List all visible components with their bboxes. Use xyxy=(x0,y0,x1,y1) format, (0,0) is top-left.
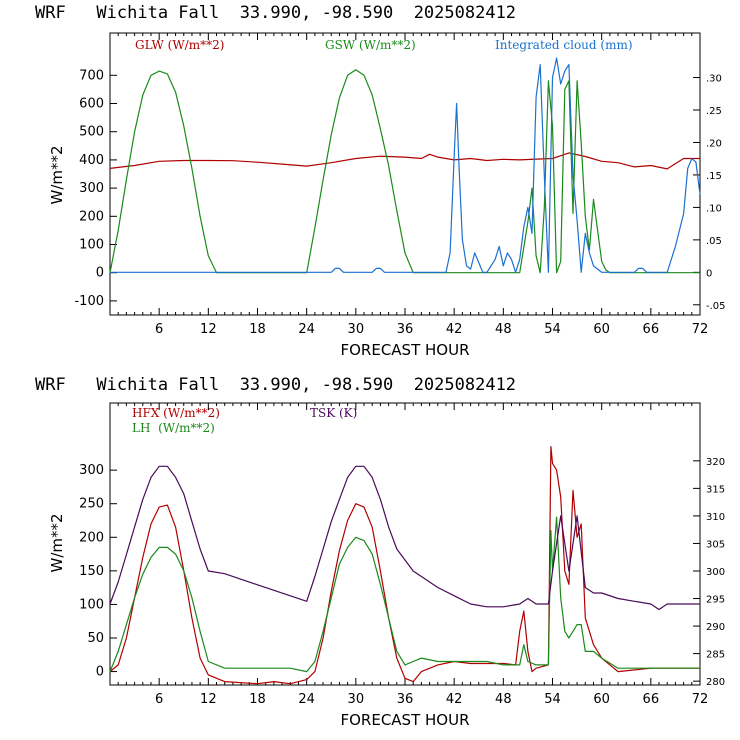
x-tick-label: 24 xyxy=(298,322,315,337)
x-tick-label: 30 xyxy=(348,322,365,337)
y2-tick-label: 305 xyxy=(706,539,725,550)
x-tick-label: 72 xyxy=(692,322,709,337)
bottom-ticks: 6 12 18 24 30 36 42 48 54 60 66 72 0 50 100 150 200 250 30… xyxy=(79,403,725,707)
x-tick-label: 24 xyxy=(298,692,315,707)
y-tick-label: 100 xyxy=(79,238,104,253)
top-y-axis-label: W/m**2 xyxy=(48,145,66,204)
series-line-integrated xyxy=(110,57,701,273)
x-tick-label: 18 xyxy=(249,322,266,337)
y2-tick-label: .25 xyxy=(706,106,722,117)
bottom-panel-title: WRF Wichita Fall 33.990, -98.590 2025082… xyxy=(35,375,516,395)
y2-tick-label: 290 xyxy=(706,622,725,633)
x-tick-label: 12 xyxy=(200,322,217,337)
x-tick-label: 54 xyxy=(544,692,561,707)
top-ticks: 6 12 18 24 30 36 42 48 54 60 66 72 -100 0 100 200 300 400… xyxy=(74,33,726,337)
y-tick-label: 0 xyxy=(96,266,104,281)
bottom-panel: WRF Wichita Fall 33.990, -98.590 2025082… xyxy=(35,375,725,729)
y2-tick-label: .15 xyxy=(706,171,722,182)
y2-tick-label: 315 xyxy=(706,484,725,495)
legend-gsw: GSW (W/m**2) xyxy=(325,38,416,52)
x-tick-label: 12 xyxy=(200,692,217,707)
y2-tick-label: 310 xyxy=(706,512,725,523)
y-tick-label: 200 xyxy=(79,209,104,224)
y2-tick-label: 320 xyxy=(706,457,725,468)
x-tick-label: 48 xyxy=(495,692,512,707)
top-panel-title: WRF Wichita Fall 33.990, -98.590 2025082… xyxy=(35,3,516,23)
y2-tick-label: .10 xyxy=(706,203,722,214)
y-tick-label: 600 xyxy=(79,97,104,112)
legend-lh: LH (W/m**2) xyxy=(132,421,215,435)
x-tick-label: 54 xyxy=(544,322,561,337)
y-tick-label: 700 xyxy=(79,68,104,83)
y2-tick-label: 295 xyxy=(706,595,725,606)
series-line-glw xyxy=(109,152,700,170)
y-tick-label: 300 xyxy=(79,463,104,478)
legend-hfx: HFX (W/m**2) xyxy=(132,406,220,420)
x-tick-label: 6 xyxy=(155,692,163,707)
x-tick-label: 30 xyxy=(348,692,365,707)
x-tick-label: 66 xyxy=(643,692,660,707)
legend-cloud: Integrated cloud (mm) xyxy=(495,38,633,52)
y2-tick-label: 280 xyxy=(706,677,725,688)
bottom-x-axis-label: FORECAST HOUR xyxy=(340,711,469,729)
series-line-gsw xyxy=(109,69,700,274)
y-tick-label: 150 xyxy=(79,564,104,579)
y2-tick-label: 285 xyxy=(706,650,725,661)
y-tick-label: 0 xyxy=(96,665,104,680)
bottom-series xyxy=(109,446,700,685)
y2-tick-label: -.05 xyxy=(706,301,726,312)
x-tick-label: 18 xyxy=(249,692,266,707)
series-line-hfx xyxy=(109,446,700,685)
legend-tsk: TSK (K) xyxy=(310,406,357,420)
top-series xyxy=(109,57,701,274)
legend-glw: GLW (W/m**2) xyxy=(135,38,224,52)
x-tick-label: 42 xyxy=(446,692,463,707)
y-tick-label: 300 xyxy=(79,181,104,196)
x-tick-label: 60 xyxy=(593,692,610,707)
y2-tick-label: .30 xyxy=(706,74,722,85)
x-tick-label: 42 xyxy=(446,322,463,337)
y-tick-label: 200 xyxy=(79,530,104,545)
x-tick-label: 72 xyxy=(692,692,709,707)
x-tick-label: 60 xyxy=(593,322,610,337)
series-line-tsk xyxy=(109,465,700,611)
top-x-axis-label: FORECAST HOUR xyxy=(340,341,469,359)
y2-tick-label: 300 xyxy=(706,567,725,578)
y2-tick-label: .20 xyxy=(706,138,722,149)
bottom-y-axis-label: W/m**2 xyxy=(48,513,66,572)
y-tick-label: 250 xyxy=(79,497,104,512)
top-panel: WRF Wichita Fall 33.990, -98.590 2025082… xyxy=(35,3,726,359)
x-tick-label: 36 xyxy=(397,322,414,337)
y-tick-label: 500 xyxy=(79,125,104,140)
y-tick-label: -100 xyxy=(74,294,104,309)
x-tick-label: 36 xyxy=(397,692,414,707)
y-tick-label: 400 xyxy=(79,153,104,168)
series-line-lh xyxy=(109,516,700,673)
y2-tick-label: .05 xyxy=(706,236,722,247)
x-tick-label: 6 xyxy=(155,322,163,337)
y2-tick-label: 0 xyxy=(706,268,712,279)
y-tick-label: 50 xyxy=(87,631,104,646)
y-tick-label: 100 xyxy=(79,597,104,612)
x-tick-label: 66 xyxy=(643,322,660,337)
x-tick-label: 48 xyxy=(495,322,512,337)
